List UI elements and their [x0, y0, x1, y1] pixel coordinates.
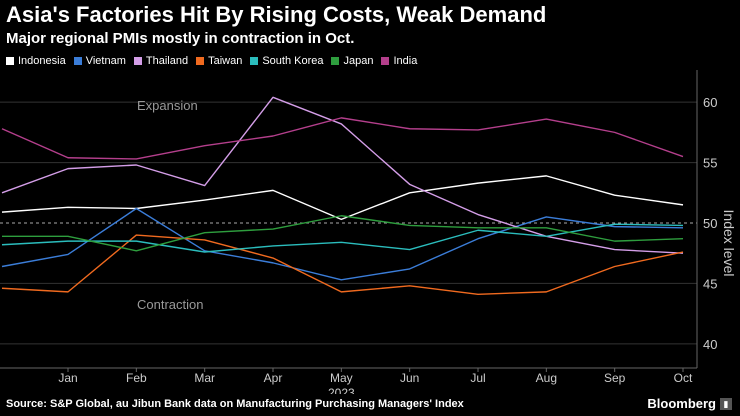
legend-label: India [393, 55, 418, 67]
series-line-india [1, 117, 684, 160]
series-line-thailand [1, 96, 684, 254]
legend-swatch [331, 57, 340, 65]
x-tick-label: Aug [536, 371, 557, 385]
legend-item-japan: Japan [331, 55, 373, 67]
y-tick-label: 55 [703, 156, 717, 171]
legend-label: Taiwan [208, 55, 243, 67]
chart-subtitle: Major regional PMIs mostly in contractio… [6, 30, 355, 47]
x-tick-label: Apr [264, 371, 283, 385]
source-note: Source: S&P Global, au Jibun Bank data o… [6, 398, 464, 410]
legend-item-thailand: Thailand [133, 55, 189, 67]
series-line-south-korea [1, 223, 684, 253]
legend-label: Indonesia [18, 55, 66, 67]
x-tick-label: Feb [126, 371, 147, 385]
x-tick-label: Sep [604, 371, 626, 385]
legend-swatch [381, 57, 390, 65]
series-line-indonesia [1, 175, 684, 221]
line-chart: 40 45 50 55 60 Index level Jan Feb Mar Apr May Jun J… [0, 70, 737, 394]
y-tick-label: 50 [703, 216, 717, 231]
legend: Indonesia Vietnam Thailand Taiwan South Kore… [6, 55, 417, 67]
annotation-contraction: Contraction [137, 297, 203, 312]
x-tick-label: Jul [470, 371, 485, 385]
annotation-expansion: Expansion [137, 98, 198, 113]
y-tick-label: 60 [703, 95, 717, 110]
legend-swatch [6, 57, 14, 65]
x-tick-label: Jan [58, 371, 77, 385]
x-tick-label: Jun [400, 371, 419, 385]
legend-swatch [133, 57, 142, 65]
x-tick-label: May [330, 371, 353, 385]
legend-swatch [196, 57, 205, 65]
chart-title: Asia's Factories Hit By Rising Costs, We… [6, 2, 547, 27]
x-tick-label: Mar [194, 371, 215, 385]
legend-label: South Korea [262, 55, 324, 67]
legend-item-indonesia: Indonesia [6, 55, 66, 67]
legend-item-vietnam: Vietnam [73, 55, 126, 67]
legend-label: Vietnam [85, 55, 126, 67]
legend-swatch [250, 57, 259, 65]
legend-item-south-korea: South Korea [250, 55, 323, 67]
brand-logo: Bloomberg ▮ [647, 396, 732, 411]
series-line-japan [2, 215, 684, 252]
x-tick-label: Oct [674, 371, 693, 385]
legend-label: Thailand [145, 55, 189, 67]
y-tick-label: 45 [703, 276, 717, 291]
y-axis-label: Index level [721, 210, 737, 277]
x-year-label: 2023 [328, 386, 355, 394]
legend-label: Japan [343, 55, 374, 67]
legend-item-taiwan: Taiwan [196, 55, 242, 67]
legend-swatch [73, 57, 82, 65]
y-tick-label: 40 [703, 337, 717, 352]
legend-item-india: India [381, 55, 417, 67]
series-line-taiwan [1, 234, 684, 295]
brand-name: Bloomberg [647, 396, 716, 411]
chart-icon: ▮ [720, 397, 732, 410]
series-line-vietnam [1, 207, 684, 281]
